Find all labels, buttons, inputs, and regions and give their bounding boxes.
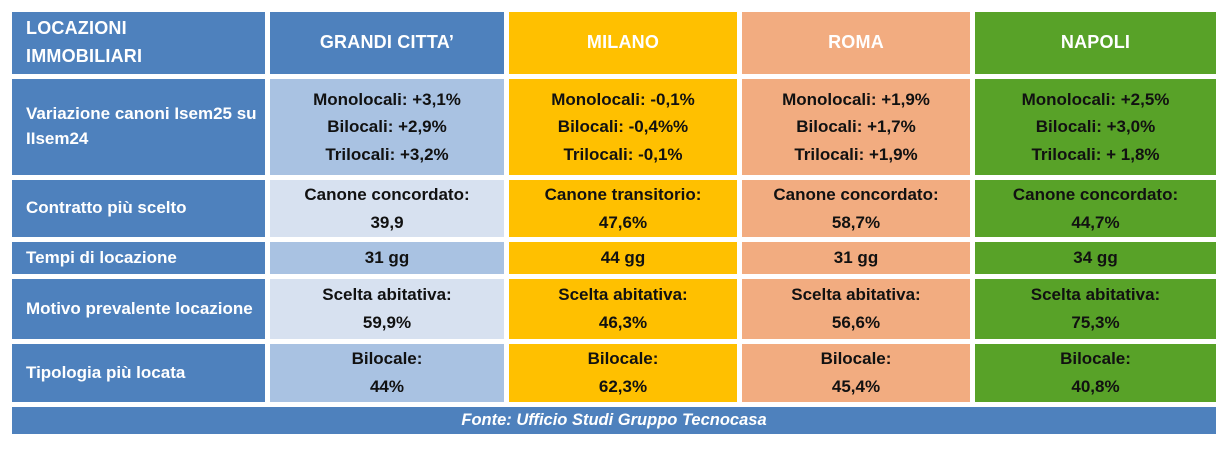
cell-tipologia-milano: Bilocale: 62,3% [509, 344, 737, 402]
cell-contratto-napoli: Canone concordato: 44,7% [975, 180, 1216, 237]
row-label-contratto-piu-scelto: Contratto più scelto [12, 180, 265, 237]
row-label-variazione-canoni: Variazione canoni Isem25 su IIsem24 [12, 79, 265, 175]
corner-header: LOCAZIONI IMMOBILIARI [12, 12, 265, 74]
cell-tipologia-roma: Bilocale: 45,4% [742, 344, 970, 402]
cell-tipologia-grandi-citta: Bilocale: 44% [270, 344, 504, 402]
row-label-tempi-di-locazione: Tempi di locazione [12, 242, 265, 274]
cell-variazione-roma: Monolocali: +1,9% Bilocali: +1,7% Triloc… [742, 79, 970, 175]
cell-motivo-milano: Scelta abitativa: 46,3% [509, 279, 737, 339]
cell-tipologia-napoli: Bilocale: 40,8% [975, 344, 1216, 402]
cell-variazione-napoli: Monolocali: +2,5% Bilocali: +3,0% Triloc… [975, 79, 1216, 175]
col-header-grandi-citta: GRANDI CITTA’ [270, 12, 504, 74]
col-header-roma: ROMA [742, 12, 970, 74]
cell-tempi-napoli: 34 gg [975, 242, 1216, 274]
cell-motivo-roma: Scelta abitativa: 56,6% [742, 279, 970, 339]
rental-locations-table: LOCAZIONI IMMOBILIARI GRANDI CITTA’ MILA… [12, 12, 1216, 434]
cell-variazione-grandi-citta: Monolocali: +3,1% Bilocali: +2,9% Triloc… [270, 79, 504, 175]
row-label-tipologia-piu-locata: Tipologia più locata [12, 344, 265, 402]
cell-motivo-grandi-citta: Scelta abitativa: 59,9% [270, 279, 504, 339]
row-label-motivo-prevalente: Motivo prevalente locazione [12, 279, 265, 339]
source-footer: Fonte: Ufficio Studi Gruppo Tecnocasa [12, 407, 1216, 434]
cell-tempi-grandi-citta: 31 gg [270, 242, 504, 274]
cell-tempi-roma: 31 gg [742, 242, 970, 274]
cell-motivo-napoli: Scelta abitativa: 75,3% [975, 279, 1216, 339]
cell-tempi-milano: 44 gg [509, 242, 737, 274]
cell-contratto-roma: Canone concordato: 58,7% [742, 180, 970, 237]
col-header-milano: MILANO [509, 12, 737, 74]
cell-variazione-milano: Monolocali: -0,1% Bilocali: -0,4%% Trilo… [509, 79, 737, 175]
cell-contratto-milano: Canone transitorio: 47,6% [509, 180, 737, 237]
cell-contratto-grandi-citta: Canone concordato: 39,9 [270, 180, 504, 237]
col-header-napoli: NAPOLI [975, 12, 1216, 74]
rental-table-image: LOCAZIONI IMMOBILIARI GRANDI CITTA’ MILA… [0, 0, 1228, 450]
